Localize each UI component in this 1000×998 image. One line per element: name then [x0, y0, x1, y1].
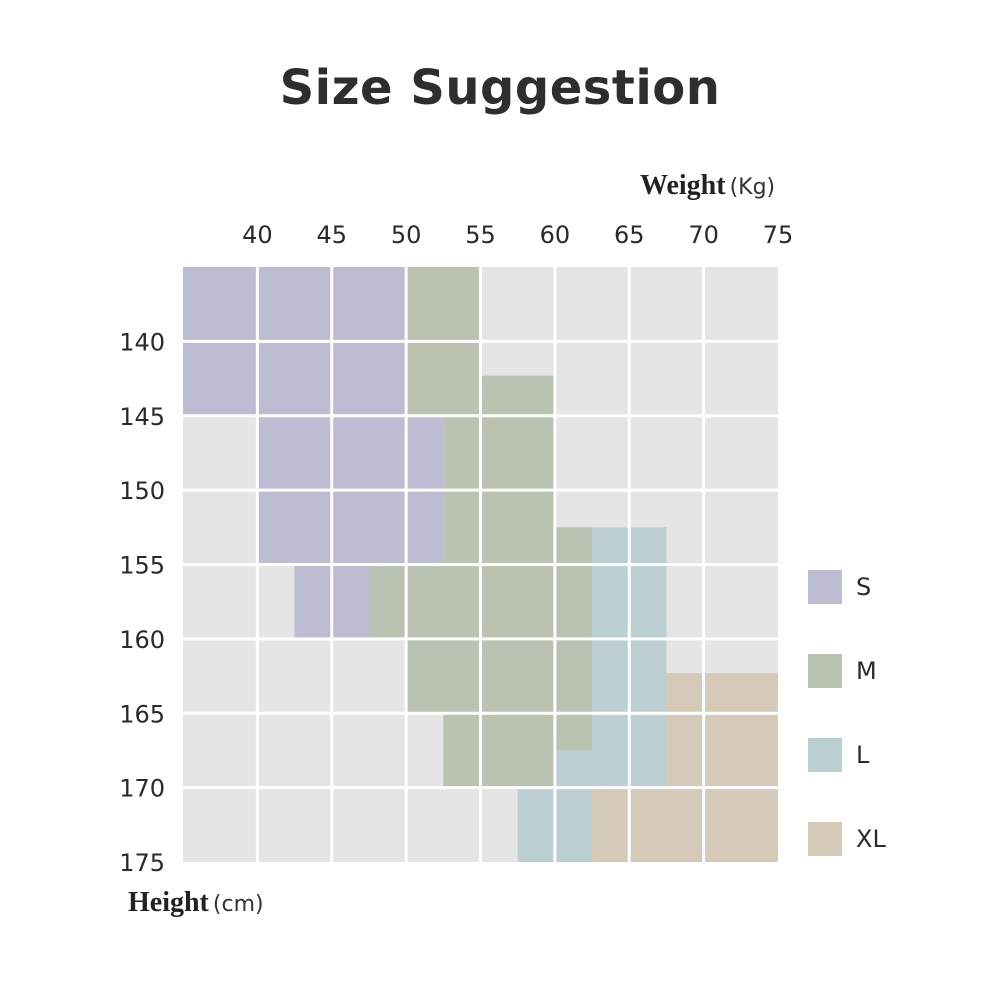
region-m — [443, 713, 555, 788]
x-tick-label: 65 — [614, 221, 645, 249]
y-axis-unit: (cm) — [212, 892, 264, 917]
region-m — [554, 713, 593, 751]
legend-label: M — [856, 657, 877, 685]
legend-item-xl: XL — [808, 822, 958, 906]
y-tick-label: 150 — [119, 477, 165, 505]
x-tick-label: 50 — [391, 221, 422, 249]
x-axis-label: Weight — [640, 170, 726, 201]
region-xl — [592, 787, 778, 862]
legend-swatch — [808, 570, 842, 604]
legend-label: XL — [856, 825, 886, 853]
y-axis-label: Height — [128, 887, 209, 918]
legend-swatch — [808, 738, 842, 772]
legend-swatch — [808, 654, 842, 688]
grid-lines — [183, 267, 778, 862]
y-tick-label: 175 — [119, 849, 165, 877]
x-tick-label: 60 — [540, 221, 571, 249]
y-tick-label: 155 — [119, 552, 165, 580]
x-tick-label: 75 — [763, 221, 794, 249]
x-tick-labels: 40 45 50 55 60 65 70 75 — [242, 221, 793, 249]
region-xl — [666, 713, 778, 788]
x-tick-label: 40 — [242, 221, 273, 249]
legend-label: S — [856, 573, 872, 601]
legend-swatch — [808, 822, 842, 856]
x-axis-unit: (Kg) — [729, 175, 776, 200]
region-m — [480, 375, 555, 416]
legend-item-m: M — [808, 654, 958, 738]
x-tick-label: 55 — [465, 221, 496, 249]
legend-item-s: S — [808, 570, 958, 654]
region-m — [554, 527, 593, 565]
y-tick-label: 145 — [119, 403, 165, 431]
y-tick-labels: 140 145 150 155 160 165 170 175 — [119, 328, 165, 877]
y-tick-label: 170 — [119, 775, 165, 803]
x-axis-title: Weight (Kg) — [640, 170, 775, 202]
region-l — [554, 750, 593, 788]
y-tick-label: 140 — [119, 328, 165, 356]
chart-title: Size Suggestion — [279, 60, 721, 116]
legend: S M L XL — [808, 570, 958, 906]
y-tick-label: 160 — [119, 626, 165, 654]
region-xl — [666, 673, 778, 714]
y-tick-label: 165 — [119, 700, 165, 728]
legend-label: L — [856, 741, 870, 769]
x-tick-label: 45 — [316, 221, 347, 249]
legend-item-l: L — [808, 738, 958, 822]
x-tick-label: 70 — [688, 221, 719, 249]
y-axis-title: Height (cm) — [128, 887, 264, 919]
region-m — [406, 638, 593, 714]
